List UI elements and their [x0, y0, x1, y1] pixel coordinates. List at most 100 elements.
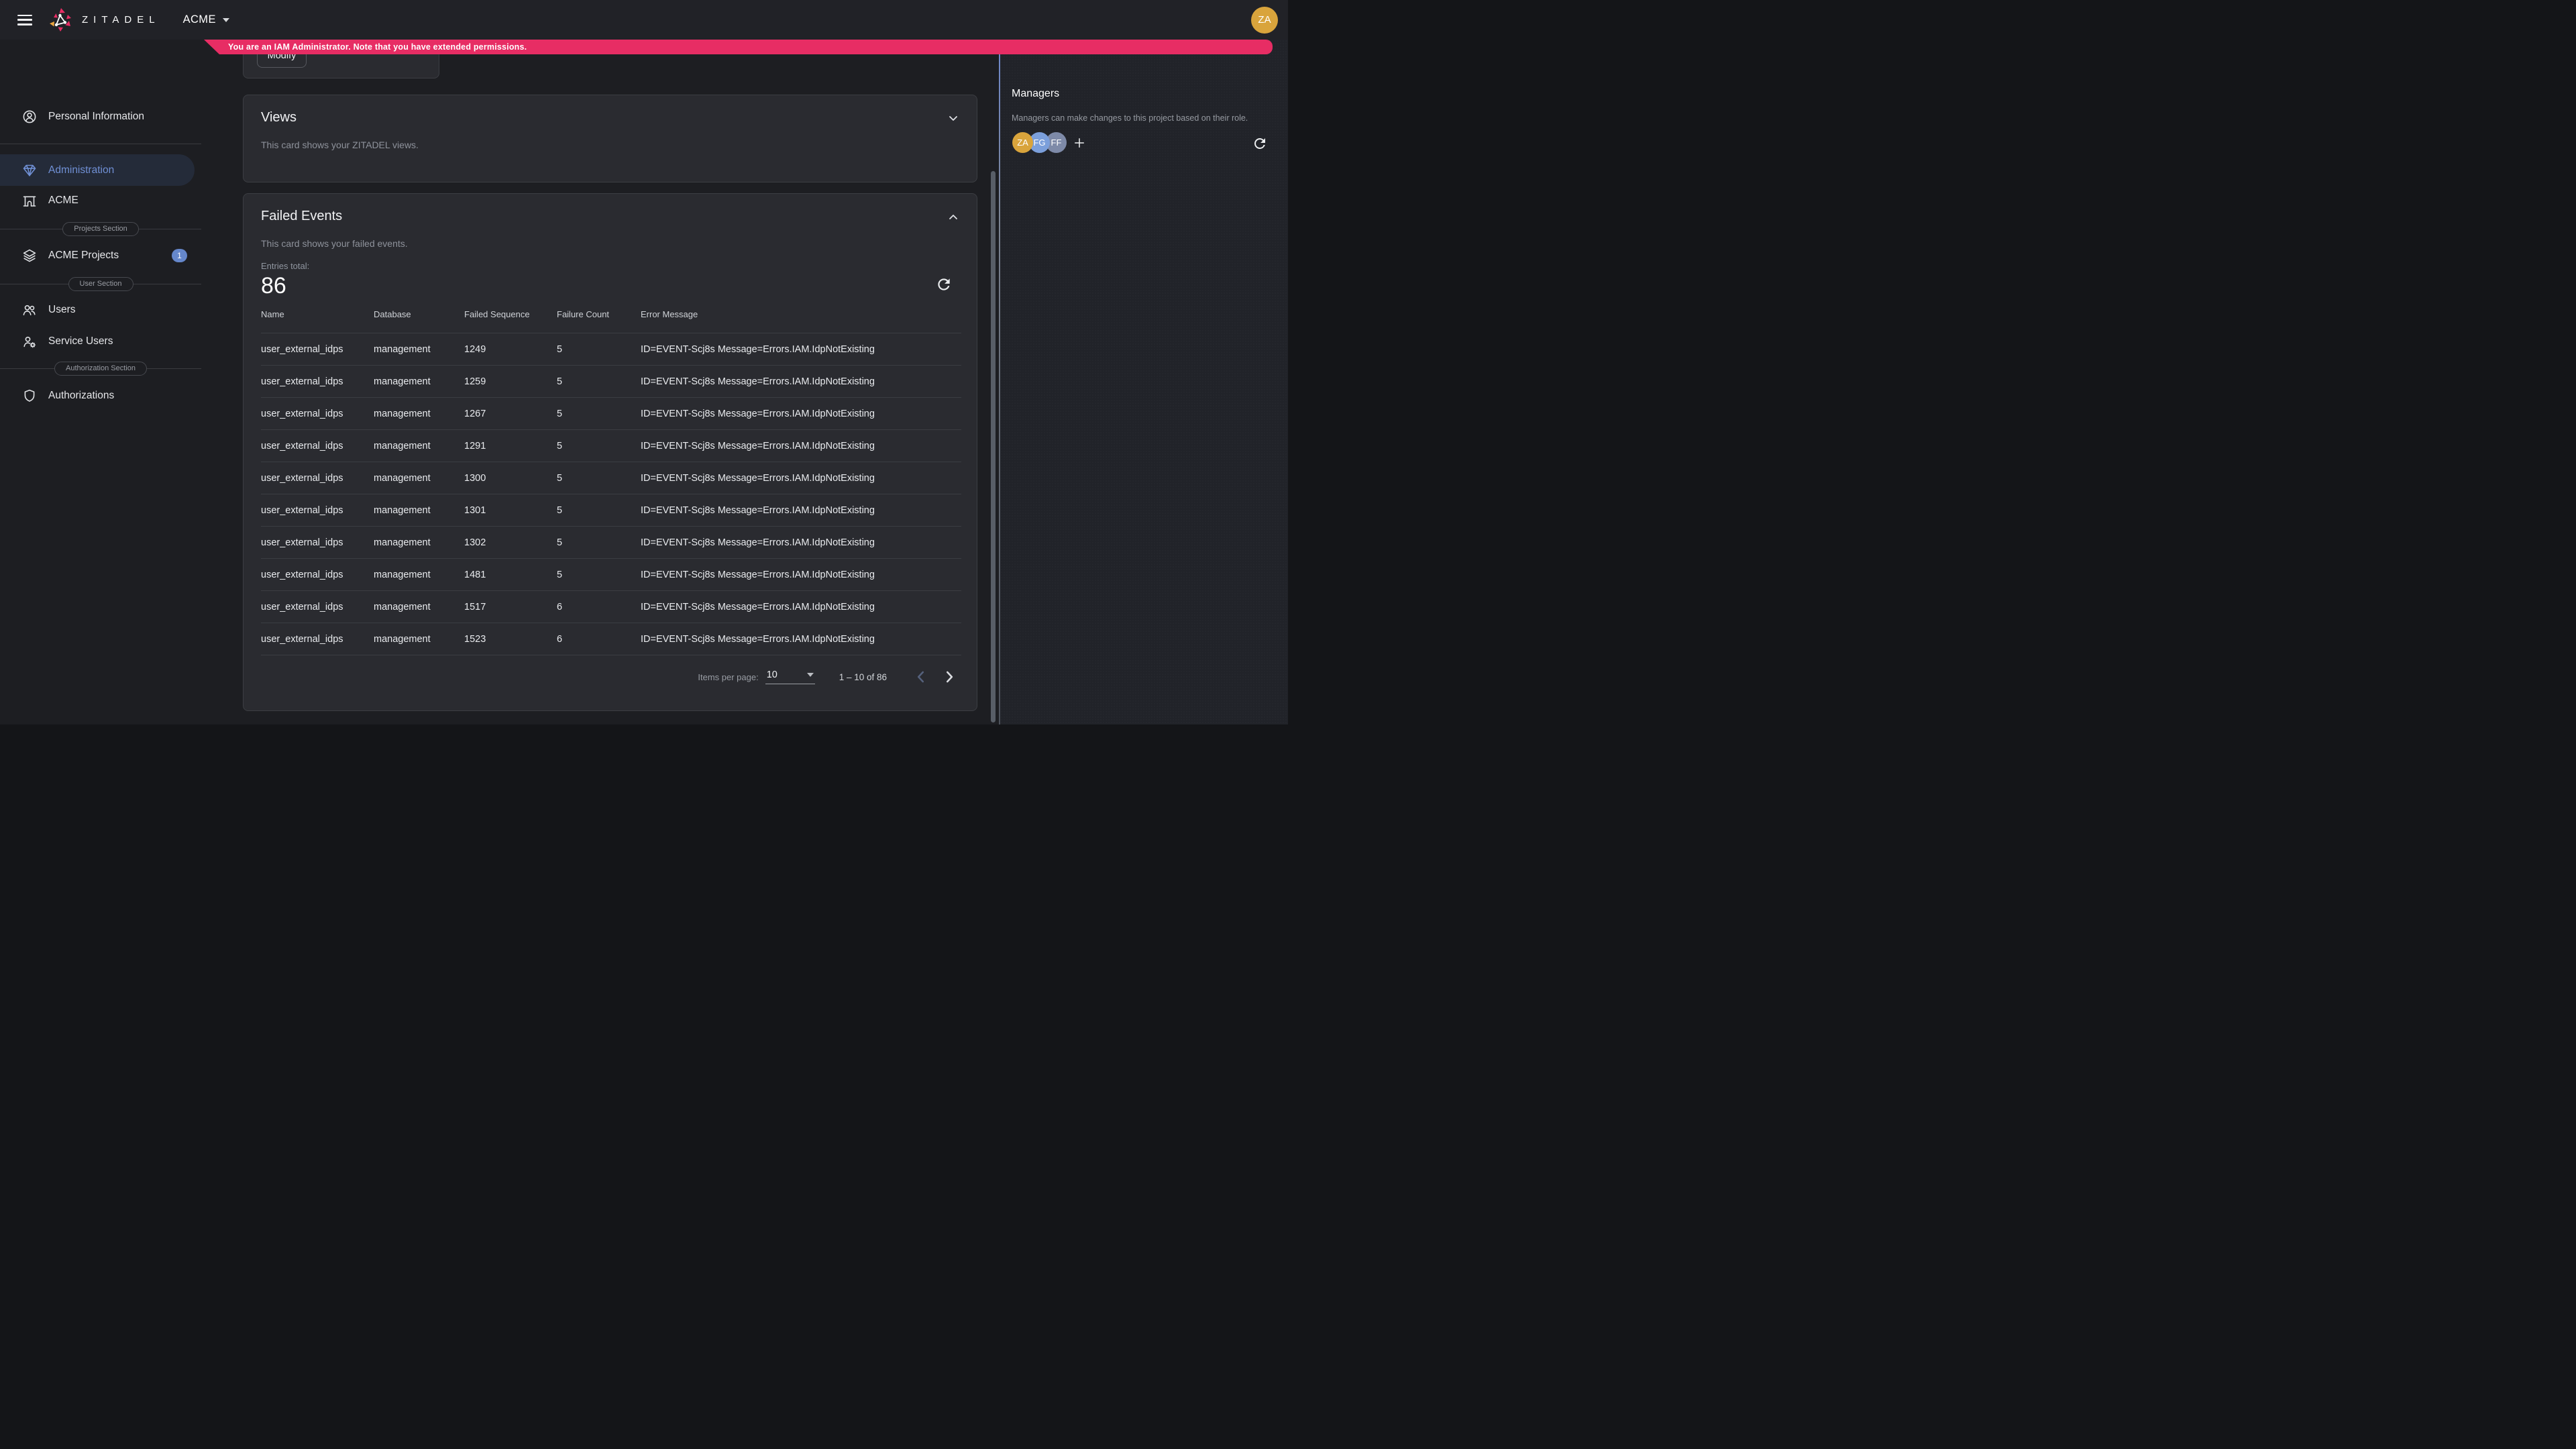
table-cell: 1523: [464, 623, 557, 655]
sidebar-item-service-users[interactable]: Service Users: [0, 328, 201, 355]
banner-message: You are an IAM Administrator. Note that …: [228, 42, 527, 52]
table-cell: 5: [557, 333, 641, 366]
failed-event-row: user_external_idps management 1249 5 ID=EVEN…: [261, 333, 961, 366]
table-cell: ID=EVENT-Scj8s Message=Errors.IAM.IdpNot…: [641, 462, 961, 494]
sidebar-item-users[interactable]: Users: [0, 297, 201, 323]
managers-avatar-list: ZA FG FF: [1012, 132, 1089, 153]
col-header-error-message: Error Message: [641, 309, 698, 319]
sidebar-section-projects: Projects Section: [0, 221, 201, 236]
items-per-page-select[interactable]: 10: [765, 669, 815, 684]
top-bar: ZITADEL ACME ZA: [0, 0, 1288, 40]
table-cell: ID=EVENT-Scj8s Message=Errors.IAM.IdpNot…: [641, 333, 961, 366]
failed-event-row: user_external_idps management 1481 5 ID=EVEN…: [261, 558, 961, 591]
person-circle-icon: [21, 109, 38, 125]
vertical-scrollbar[interactable]: [991, 171, 996, 722]
sidebar-nav: Personal Information Administration ACME…: [0, 40, 201, 724]
menu-hamburger-icon[interactable]: [17, 14, 32, 25]
table-cell: ID=EVENT-Scj8s Message=Errors.IAM.IdpNot…: [641, 494, 961, 527]
sidebar-item-label: Personal Information: [48, 111, 145, 122]
shield-icon: [21, 388, 38, 404]
table-cell: 1302: [464, 526, 557, 559]
refresh-icon[interactable]: [935, 276, 953, 293]
gem-icon: [21, 162, 38, 178]
items-per-page-label: Items per page:: [698, 672, 759, 682]
table-cell: management: [374, 623, 464, 655]
table-cell: ID=EVENT-Scj8s Message=Errors.IAM.IdpNot…: [641, 365, 961, 398]
zitadel-logo-icon[interactable]: [47, 6, 75, 34]
org-name: ACME: [182, 13, 216, 25]
table-cell: user_external_idps: [261, 494, 374, 527]
sidebar-item-personal-information[interactable]: Personal Information: [0, 103, 201, 130]
table-cell: 6: [557, 623, 641, 655]
table-cell: management: [374, 590, 464, 623]
panel-separator: [999, 54, 1000, 724]
sidebar-section-authorization: Authorization Section: [0, 361, 201, 376]
sidebar-item-administration[interactable]: Administration: [0, 154, 195, 186]
failed-event-row: user_external_idps management 1267 5 ID=EVEN…: [261, 397, 961, 430]
entries-total-label: Entries total:: [261, 261, 310, 271]
sidebar-item-acme-org[interactable]: ACME: [0, 187, 201, 214]
table-header-row: Name Database Failed Sequence Failure Co…: [261, 309, 961, 333]
table-cell: user_external_idps: [261, 429, 374, 462]
previous-page-button[interactable]: [912, 667, 931, 686]
table-cell: ID=EVENT-Scj8s Message=Errors.IAM.IdpNot…: [641, 526, 961, 559]
sidebar-item-label: Users: [48, 304, 76, 315]
organization-icon: [21, 193, 38, 209]
chevron-up-icon[interactable]: [947, 210, 962, 225]
next-page-button[interactable]: [941, 667, 959, 686]
org-switcher[interactable]: ACME: [183, 13, 229, 26]
sidebar-section-user: User Section: [0, 276, 201, 291]
views-card-title: Views: [261, 110, 297, 125]
table-cell: 1481: [464, 558, 557, 591]
failed-event-row: user_external_idps management 1259 5 ID=EVEN…: [261, 365, 961, 398]
select-caret-icon: [806, 673, 814, 677]
manager-avatar[interactable]: FG: [1029, 132, 1050, 153]
main-content: Modify Views This card shows your ZITADE…: [0, 0, 1288, 724]
paginator: Items per page: 10 1 – 10 of 86: [698, 666, 959, 688]
table-cell: user_external_idps: [261, 333, 374, 366]
table-cell: user_external_idps: [261, 526, 374, 559]
failed-events-description: This card shows your failed events.: [261, 238, 408, 249]
table-cell: ID=EVENT-Scj8s Message=Errors.IAM.IdpNot…: [641, 429, 961, 462]
table-cell: 1267: [464, 397, 557, 430]
table-cell: user_external_idps: [261, 365, 374, 398]
projects-count-badge[interactable]: 1: [172, 249, 187, 262]
table-cell: 1517: [464, 590, 557, 623]
table-cell: ID=EVENT-Scj8s Message=Errors.IAM.IdpNot…: [641, 397, 961, 430]
table-cell: 1291: [464, 429, 557, 462]
sidebar-item-acme-projects[interactable]: ACME Projects: [0, 242, 201, 269]
section-label: Authorization Section: [54, 361, 147, 376]
manager-avatar[interactable]: ZA: [1012, 132, 1033, 153]
failed-event-row: user_external_idps management 1301 5 ID=EVEN…: [261, 494, 961, 527]
service-users-icon: [21, 333, 38, 350]
failed-events-card: Failed Events This card shows your faile…: [243, 193, 977, 711]
section-label: Projects Section: [62, 221, 139, 236]
chevron-down-icon[interactable]: [947, 111, 962, 126]
col-header-name: Name: [261, 309, 284, 319]
table-cell: management: [374, 494, 464, 527]
sidebar-item-label: ACME Projects: [48, 250, 119, 261]
refresh-icon[interactable]: [1252, 136, 1268, 152]
col-header-failure-count: Failure Count: [557, 309, 610, 319]
table-cell: 5: [557, 462, 641, 494]
failed-event-row: user_external_idps management 1300 5 ID=EVEN…: [261, 462, 961, 494]
table-cell: user_external_idps: [261, 462, 374, 494]
table-cell: ID=EVENT-Scj8s Message=Errors.IAM.IdpNot…: [641, 590, 961, 623]
table-cell: 5: [557, 365, 641, 398]
table-cell: 5: [557, 397, 641, 430]
failed-events-table: Name Database Failed Sequence Failure Co…: [261, 309, 961, 655]
table-cell: management: [374, 365, 464, 398]
failed-event-row: user_external_idps management 1291 5 ID=EVEN…: [261, 429, 961, 462]
add-manager-button[interactable]: [1073, 135, 1089, 151]
items-per-page-value: 10: [766, 669, 777, 680]
user-avatar[interactable]: ZA: [1251, 6, 1278, 34]
table-cell: management: [374, 462, 464, 494]
sidebar-item-authorizations[interactable]: Authorizations: [0, 382, 201, 409]
table-cell: user_external_idps: [261, 397, 374, 430]
col-header-database: Database: [374, 309, 411, 319]
table-cell: user_external_idps: [261, 590, 374, 623]
sidebar-item-label: Authorizations: [48, 390, 115, 401]
views-card-description: This card shows your ZITADEL views.: [261, 140, 419, 150]
table-cell: user_external_idps: [261, 623, 374, 655]
views-card: Views This card shows your ZITADEL views…: [243, 95, 977, 182]
